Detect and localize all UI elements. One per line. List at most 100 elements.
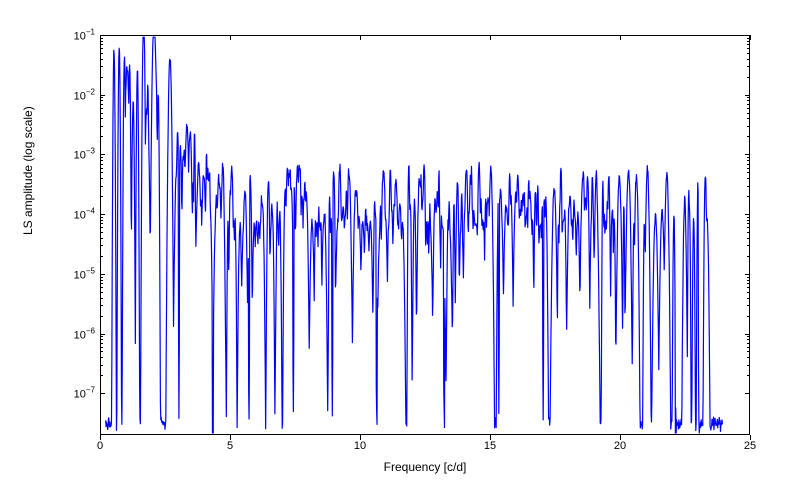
y-minor-tick — [100, 287, 103, 288]
y-minor-tick — [747, 172, 750, 173]
y-minor-tick — [100, 305, 103, 306]
y-minor-tick — [747, 41, 750, 42]
y-minor-tick — [747, 168, 750, 169]
y-minor-tick — [100, 53, 103, 54]
y-minor-tick — [100, 41, 103, 42]
y-minor-tick — [100, 38, 103, 39]
y-minor-tick — [100, 336, 103, 337]
y-minor-tick — [100, 223, 103, 224]
x-tick — [620, 435, 621, 440]
y-tick — [745, 154, 750, 155]
y-minor-tick — [747, 375, 750, 376]
y-minor-tick — [747, 336, 750, 337]
y-minor-tick — [100, 343, 103, 344]
y-minor-tick — [100, 118, 103, 119]
y-tick-label: 10−1 — [74, 28, 95, 43]
y-minor-tick — [747, 97, 750, 98]
y-minor-tick — [747, 339, 750, 340]
y-minor-tick — [747, 227, 750, 228]
y-minor-tick — [747, 164, 750, 165]
y-minor-tick — [747, 53, 750, 54]
y-minor-tick — [100, 97, 103, 98]
y-minor-tick — [747, 104, 750, 105]
x-tick — [750, 435, 751, 440]
x-axis-label: Frequency [c/d] — [100, 460, 750, 474]
y-tick — [745, 95, 750, 96]
y-minor-tick — [100, 351, 103, 352]
x-tick — [490, 35, 491, 40]
y-minor-tick — [100, 48, 103, 49]
y-tick — [745, 393, 750, 394]
x-tick — [490, 435, 491, 440]
y-tick-label: 10−2 — [74, 87, 95, 102]
y-minor-tick — [100, 160, 103, 161]
y-minor-tick — [747, 178, 750, 179]
y-minor-tick — [747, 108, 750, 109]
y-minor-tick — [747, 186, 750, 187]
y-minor-tick — [747, 347, 750, 348]
y-minor-tick — [100, 186, 103, 187]
y-tick — [100, 274, 105, 275]
y-minor-tick — [100, 232, 103, 233]
x-tick-label: 0 — [97, 440, 103, 452]
y-minor-tick — [100, 227, 103, 228]
y-minor-tick — [100, 357, 103, 358]
y-tick — [100, 154, 105, 155]
x-tick-label: 20 — [614, 440, 626, 452]
y-minor-tick — [100, 280, 103, 281]
y-minor-tick — [100, 108, 103, 109]
y-minor-tick — [100, 113, 103, 114]
y-minor-tick — [100, 196, 103, 197]
y-minor-tick — [747, 113, 750, 114]
y-tick-label: 10−6 — [74, 326, 95, 341]
y-minor-tick — [100, 347, 103, 348]
y-minor-tick — [747, 196, 750, 197]
y-minor-tick — [747, 217, 750, 218]
y-minor-tick — [747, 232, 750, 233]
y-minor-tick — [747, 280, 750, 281]
y-minor-tick — [100, 283, 103, 284]
y-minor-tick — [747, 59, 750, 60]
x-tick-label: 10 — [354, 440, 366, 452]
y-minor-tick — [747, 343, 750, 344]
y-minor-tick — [100, 292, 103, 293]
y-minor-tick — [100, 66, 103, 67]
plot-area — [100, 35, 750, 435]
y-minor-tick — [747, 136, 750, 137]
y-minor-tick — [747, 38, 750, 39]
y-minor-tick — [747, 283, 750, 284]
y-minor-tick — [100, 172, 103, 173]
y-minor-tick — [747, 305, 750, 306]
y-minor-tick — [100, 178, 103, 179]
y-minor-tick — [747, 100, 750, 101]
y-minor-tick — [100, 136, 103, 137]
x-tick — [360, 35, 361, 40]
y-minor-tick — [747, 357, 750, 358]
y-minor-tick — [100, 59, 103, 60]
y-minor-tick — [100, 104, 103, 105]
x-tick — [230, 35, 231, 40]
y-minor-tick — [747, 298, 750, 299]
y-axis-label: LS amplitude (log scale) — [21, 106, 35, 235]
y-tick-label: 10−4 — [74, 207, 95, 222]
y-minor-tick — [100, 157, 103, 158]
x-tick — [100, 435, 101, 440]
y-minor-tick — [747, 316, 750, 317]
y-minor-tick — [747, 245, 750, 246]
x-tick — [360, 435, 361, 440]
y-minor-tick — [747, 277, 750, 278]
y-minor-tick — [100, 375, 103, 376]
y-minor-tick — [100, 126, 103, 127]
y-minor-tick — [747, 223, 750, 224]
x-tick-label: 25 — [744, 440, 756, 452]
y-minor-tick — [100, 238, 103, 239]
y-tick — [100, 95, 105, 96]
y-tick — [100, 35, 105, 36]
y-minor-tick — [100, 220, 103, 221]
y-minor-tick — [100, 277, 103, 278]
y-minor-tick — [100, 168, 103, 169]
y-tick-label: 10−3 — [74, 147, 95, 162]
y-minor-tick — [747, 126, 750, 127]
y-tick — [745, 274, 750, 275]
y-tick — [745, 214, 750, 215]
